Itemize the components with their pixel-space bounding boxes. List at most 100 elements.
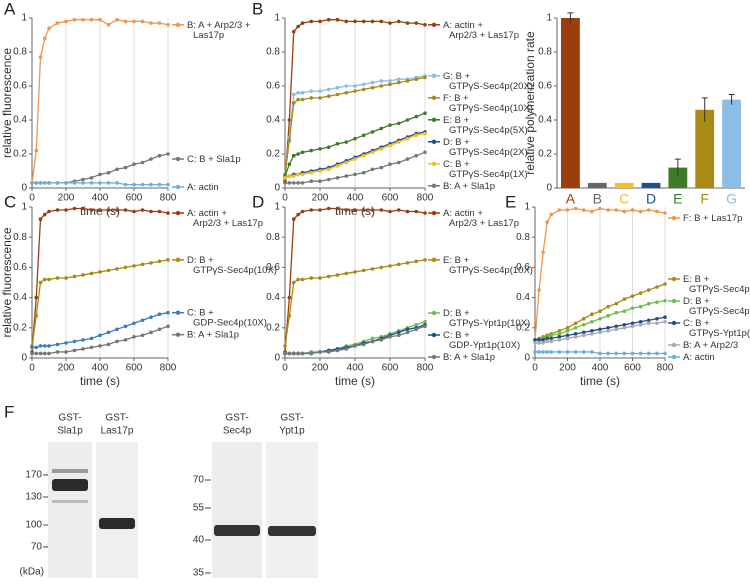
panel-label: E bbox=[505, 192, 516, 211]
x-tick-label: 0 bbox=[282, 193, 288, 204]
data-point bbox=[537, 341, 541, 345]
data-point bbox=[388, 264, 392, 268]
data-point bbox=[370, 19, 375, 24]
x-tick-label: 800 bbox=[160, 363, 177, 374]
data-point bbox=[622, 322, 627, 327]
data-point bbox=[423, 150, 427, 155]
y-tick-label: 0.6 bbox=[538, 81, 552, 92]
data-point bbox=[296, 172, 300, 177]
bar bbox=[641, 182, 661, 188]
data-point bbox=[296, 212, 300, 217]
data-point bbox=[38, 55, 43, 59]
data-point bbox=[309, 148, 314, 153]
data-point bbox=[663, 315, 667, 320]
data-point bbox=[123, 165, 128, 170]
data-point bbox=[638, 351, 643, 356]
y-tick-label: 0.6 bbox=[516, 262, 530, 273]
data-point bbox=[353, 157, 357, 161]
data-point bbox=[606, 304, 610, 309]
data-point bbox=[326, 350, 331, 354]
data-point bbox=[157, 259, 162, 264]
data-point bbox=[388, 209, 392, 214]
y-tick-label: 1 bbox=[21, 202, 27, 213]
legend-swatch-dot bbox=[671, 320, 677, 326]
data-point bbox=[89, 336, 94, 341]
data-point bbox=[344, 160, 349, 165]
x-tick-label: 0 bbox=[532, 363, 538, 374]
data-point bbox=[405, 157, 410, 161]
data-point bbox=[638, 291, 643, 295]
data-point bbox=[353, 19, 357, 24]
data-point bbox=[335, 17, 340, 22]
x-tick-label: 800 bbox=[417, 193, 434, 204]
data-point bbox=[414, 259, 419, 264]
panel-label: F bbox=[4, 402, 14, 421]
data-point bbox=[630, 351, 635, 356]
data-point bbox=[283, 181, 287, 185]
data-point bbox=[614, 324, 619, 329]
x-tick-label: 400 bbox=[92, 363, 109, 374]
lane-label: Sec4p bbox=[223, 426, 252, 437]
data-point bbox=[132, 19, 136, 24]
panel-label: D bbox=[252, 192, 264, 211]
x-tick-label: A bbox=[566, 191, 576, 207]
data-point bbox=[81, 17, 85, 22]
data-point bbox=[309, 351, 314, 356]
data-point bbox=[166, 211, 170, 215]
data-point bbox=[361, 170, 366, 175]
data-point bbox=[64, 208, 68, 212]
data-point bbox=[291, 92, 296, 97]
bar bbox=[695, 109, 715, 188]
data-point bbox=[149, 157, 153, 161]
data-point bbox=[157, 209, 162, 214]
data-point bbox=[353, 172, 357, 177]
legend-label: D: B + GTPγS-Sec4p(10X) bbox=[187, 254, 277, 275]
data-point bbox=[89, 208, 94, 212]
y-tick-label: 0 bbox=[274, 183, 280, 194]
data-point bbox=[309, 96, 314, 100]
legend-label: G: B + GTPγS-Sec4p(20X) bbox=[443, 70, 533, 91]
data-point bbox=[149, 209, 153, 214]
data-point bbox=[557, 332, 562, 336]
data-point bbox=[370, 267, 375, 271]
y-tick-label: 0.8 bbox=[266, 47, 280, 58]
data-point bbox=[646, 208, 651, 212]
legend-swatch-dot bbox=[431, 310, 437, 316]
data-point bbox=[81, 181, 85, 185]
y-tick-label: 0.6 bbox=[13, 262, 27, 273]
data-point bbox=[423, 324, 427, 329]
data-point bbox=[545, 220, 549, 224]
data-point bbox=[64, 350, 68, 354]
data-point bbox=[545, 350, 549, 354]
x-tick-label: 800 bbox=[160, 193, 177, 204]
data-point bbox=[405, 261, 410, 265]
data-point bbox=[353, 89, 357, 93]
data-point bbox=[361, 208, 366, 212]
y-tick-label: 0.4 bbox=[266, 292, 280, 303]
data-point bbox=[34, 181, 39, 185]
data-point bbox=[55, 350, 60, 354]
data-point bbox=[166, 258, 170, 262]
data-point bbox=[361, 87, 366, 92]
y-tick-label: 0 bbox=[546, 183, 552, 194]
x-axis-label: time (s) bbox=[335, 374, 375, 388]
data-point bbox=[541, 341, 545, 345]
legend-swatch-dot bbox=[671, 276, 677, 282]
legend-label: A: actin bbox=[187, 182, 219, 193]
data-point bbox=[287, 118, 292, 122]
data-point bbox=[388, 79, 392, 83]
y-tick-label: 0.4 bbox=[13, 292, 27, 303]
data-point bbox=[414, 322, 419, 327]
x-tick-label: D bbox=[646, 191, 656, 207]
data-point bbox=[663, 319, 667, 324]
data-point bbox=[414, 133, 419, 138]
legend-swatch-dot bbox=[671, 342, 677, 348]
data-point bbox=[291, 174, 296, 178]
legend-label: C: B + GTPγS-Sec4p(1X) bbox=[443, 158, 528, 179]
lane-label: Las17p bbox=[101, 426, 134, 437]
data-point bbox=[140, 19, 145, 24]
y-tick-label: 0.8 bbox=[266, 232, 280, 243]
data-point bbox=[64, 181, 68, 185]
data-point bbox=[630, 294, 635, 298]
data-point bbox=[379, 126, 384, 131]
